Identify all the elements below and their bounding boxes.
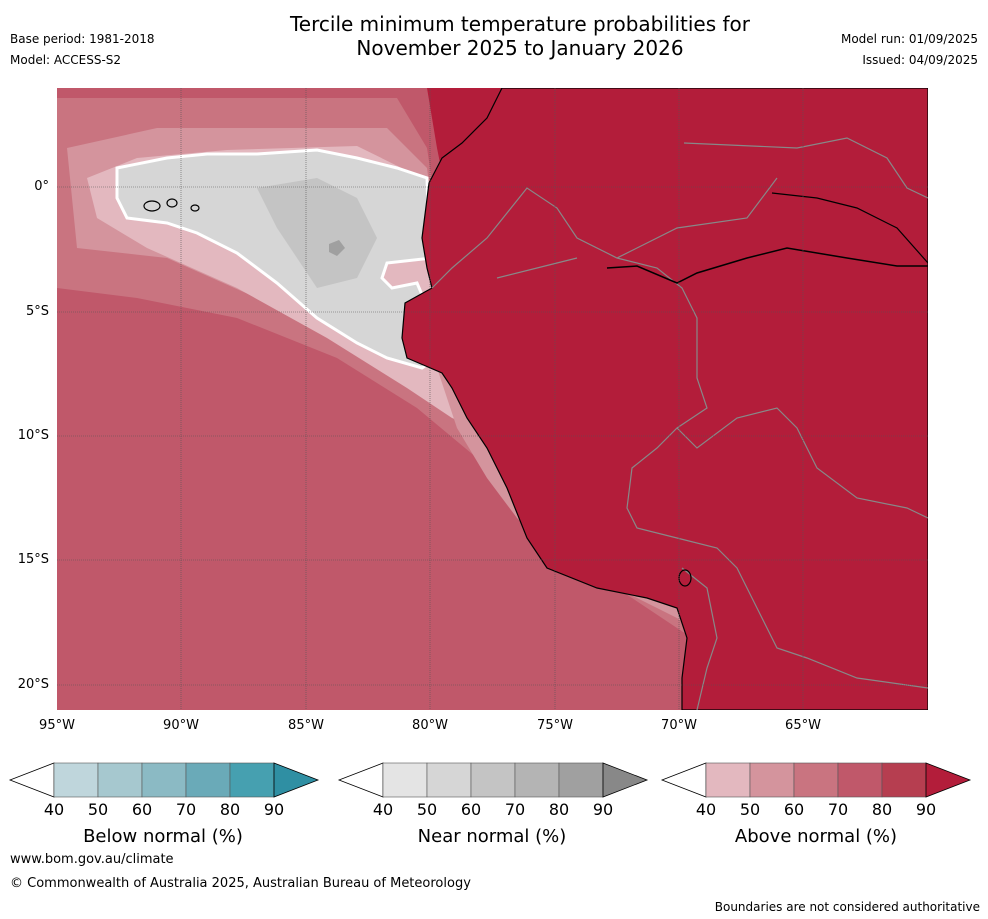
title-line-1: Tercile minimum temperature probabilitie… (289, 12, 751, 36)
above-segment-80 (881, 762, 927, 798)
above-tick-80: 80 (872, 800, 892, 819)
below-tick-80: 80 (220, 800, 240, 819)
near-tick-60: 60 (461, 800, 481, 819)
near-segment-40 (382, 762, 428, 798)
above-tick-90: 90 (916, 800, 936, 819)
near-normal-70 (329, 240, 345, 256)
below-tick-60: 60 (132, 800, 152, 819)
above-high-extend (925, 762, 972, 798)
near-tick-40: 40 (373, 800, 393, 819)
title-line-2: November 2025 to January 2026 (356, 36, 684, 60)
near-segment-80 (558, 762, 604, 798)
legend-title-near: Near normal (%) (417, 826, 567, 847)
below-low-extend (8, 762, 55, 798)
website-link[interactable]: www.bom.gov.au/climate (10, 852, 174, 867)
meta-left: Base period: 1981-2018 Model: ACCESS-S2 (10, 32, 155, 74)
colorbar-near-normal: 40 50 60 70 80 90 (337, 762, 649, 819)
lat-label-15s: 15°S (17, 552, 49, 567)
major-river (606, 247, 928, 284)
above-segment-70 (837, 762, 883, 798)
below-tick-70: 70 (176, 800, 196, 819)
below-tick-90: 90 (264, 800, 284, 819)
copyright-text: © Commonwealth of Australia 2025, Austra… (10, 876, 471, 891)
above-low-extend (660, 762, 707, 798)
country-borders (431, 137, 928, 710)
legend-colorbars: 40 50 60 70 80 90 40 50 60 70 80 90 40 50 60 70 80 90 (8, 762, 972, 819)
near-segment-50 (426, 762, 472, 798)
galapagos-island-3 (190, 204, 200, 212)
lat-label-10s: 10°S (17, 428, 49, 443)
above-segment-50 (749, 762, 795, 798)
near-tick-70: 70 (505, 800, 525, 819)
below-segment-70 (185, 762, 231, 798)
above-tick-40: 40 (696, 800, 716, 819)
near-tick-90: 90 (593, 800, 613, 819)
below-segment-80 (229, 762, 275, 798)
lon-label-95w: 95°W (39, 718, 75, 733)
below-tick-40: 40 (44, 800, 64, 819)
probability-map (57, 88, 928, 710)
above-segment-40 (705, 762, 751, 798)
below-segment-60 (141, 762, 187, 798)
legend-title-below: Below normal (%) (83, 826, 243, 847)
galapagos-island-2 (166, 198, 178, 208)
near-segment-70 (514, 762, 560, 798)
lat-label-5s: 5°S (25, 304, 49, 319)
near-tick-80: 80 (549, 800, 569, 819)
lat-label-20s: 20°S (17, 677, 49, 692)
above-tick-50: 50 (740, 800, 760, 819)
lon-label-85w: 85°W (288, 718, 324, 733)
above-tick-70: 70 (828, 800, 848, 819)
colorbar-below-normal: 40 50 60 70 80 90 (8, 762, 320, 819)
near-normal-60 (257, 178, 377, 288)
upper-river (771, 192, 928, 264)
lon-label-65w: 65°W (785, 718, 821, 733)
near-segment-60 (470, 762, 516, 798)
meta-right: Model run: 01/09/2025 Issued: 04/09/2025 (841, 32, 978, 74)
disclaimer-text: Boundaries are not considered authoritat… (714, 900, 980, 914)
above-segment-60 (793, 762, 839, 798)
lon-label-90w: 90°W (163, 718, 199, 733)
map-title: Tercile minimum temperature probabilitie… (220, 12, 820, 60)
near-tick-50: 50 (417, 800, 437, 819)
issued-date: Issued: 04/09/2025 (862, 53, 978, 67)
galapagos-island-1 (143, 200, 161, 212)
near-high-extend (602, 762, 649, 798)
base-period: Base period: 1981-2018 (10, 32, 155, 46)
below-tick-50: 50 (88, 800, 108, 819)
lon-label-80w: 80°W (412, 718, 448, 733)
lat-label-0: 0° (34, 179, 49, 194)
below-segment-40 (53, 762, 99, 798)
legend-title-above: Above normal (%) (734, 826, 898, 847)
model-run: Model run: 01/09/2025 (840, 32, 978, 46)
model-name: Model: ACCESS-S2 (10, 53, 122, 67)
south-america-land (401, 88, 928, 710)
below-high-extend (273, 762, 320, 798)
near-low-extend (337, 762, 384, 798)
below-segment-50 (97, 762, 143, 798)
graticule (57, 88, 928, 710)
above-tick-60: 60 (784, 800, 804, 819)
lon-label-70w: 70°W (661, 718, 697, 733)
colorbar-above-normal: 40 50 60 70 80 90 (660, 762, 972, 819)
lon-label-75w: 75°W (537, 718, 573, 733)
